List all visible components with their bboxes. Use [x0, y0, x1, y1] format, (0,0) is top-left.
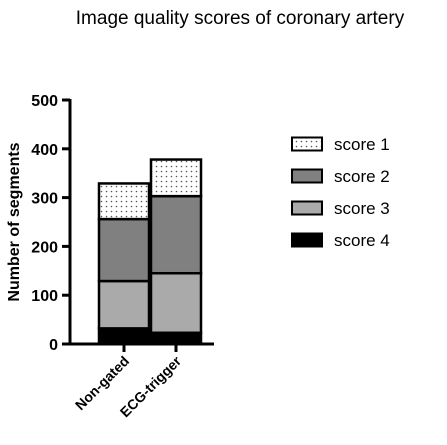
legend-swatch: [291, 136, 323, 152]
bar-segment-score-3: [97, 279, 151, 330]
bar-segment-score-2: [149, 194, 203, 275]
legend-label: score 3: [334, 199, 390, 218]
legend: score 1 score 2 score 3 score 4: [291, 135, 390, 250]
legend-swatch: [291, 168, 323, 184]
chart-title: Image quality scores of coronary artery: [76, 8, 405, 29]
y-tick-label: 200: [31, 239, 58, 256]
bar-segment-score-2: [97, 217, 151, 283]
y-axis-label: Number of segments: [6, 142, 23, 301]
bar-segment-score-1: [97, 182, 151, 221]
legend-label: score 2: [334, 167, 390, 186]
bar-segment-score-4: [97, 327, 151, 346]
legend-label: score 1: [334, 135, 390, 154]
legend-label: score 4: [334, 231, 390, 250]
bar-segment-score-4: [149, 331, 203, 346]
legend-swatch: [291, 200, 323, 216]
y-tick-label: 100: [31, 288, 58, 305]
legend-swatch: [291, 232, 323, 248]
y-tick-label: 0: [49, 337, 58, 354]
y-tick-label: 500: [31, 93, 58, 110]
bars: [97, 158, 203, 346]
bar-segment-score-1: [149, 158, 203, 198]
y-tick-label: 400: [31, 142, 58, 159]
bar-segment-score-3: [149, 271, 203, 335]
y-tick-label: 300: [31, 191, 58, 208]
